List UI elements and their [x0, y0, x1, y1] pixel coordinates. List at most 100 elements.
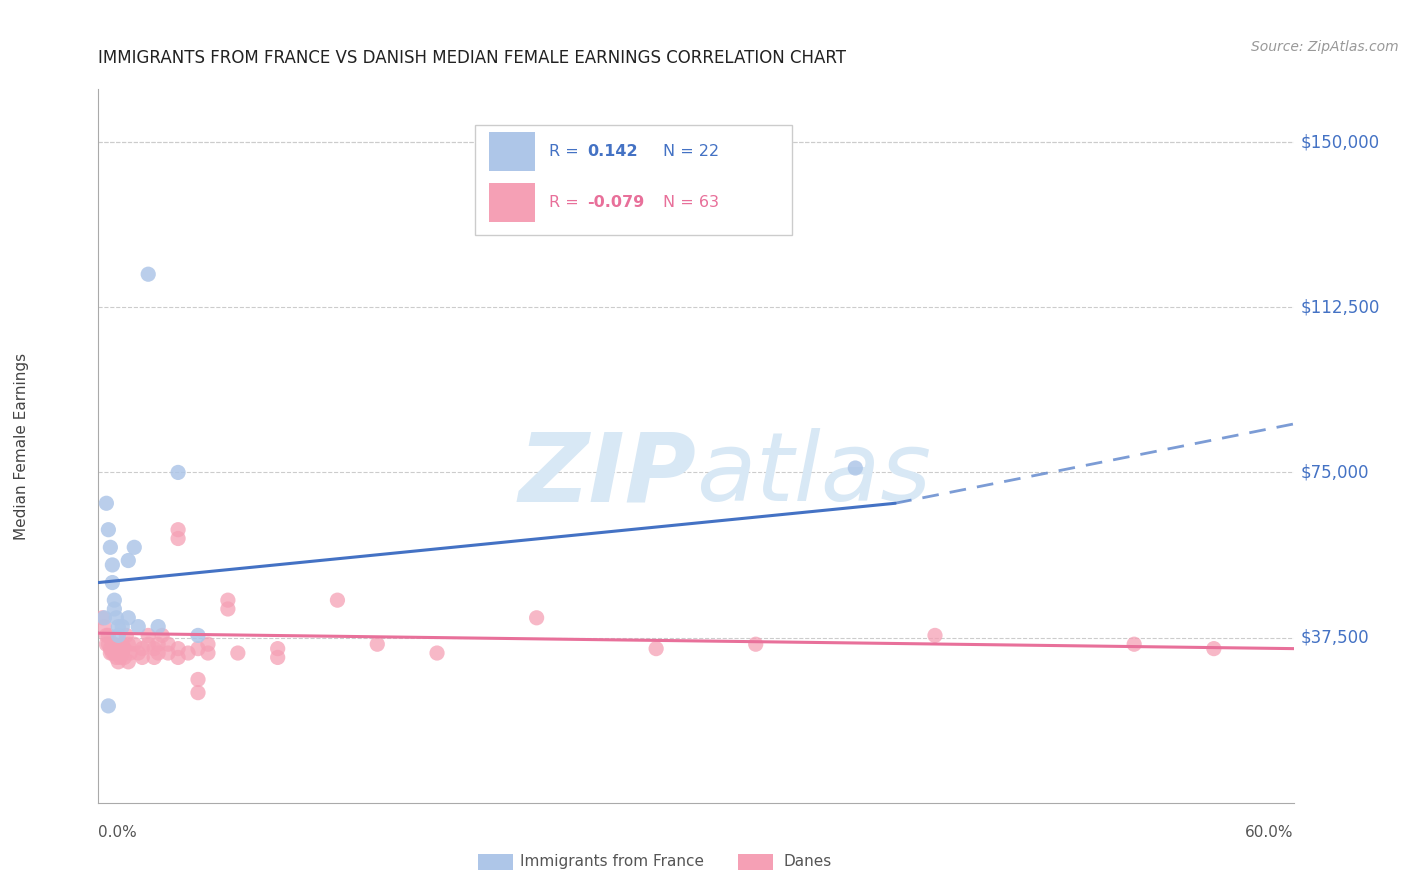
Point: [167, 523, 190, 537]
Point: [101, 575, 124, 590]
Point: [924, 628, 946, 642]
Text: Median Female Earnings: Median Female Earnings: [14, 352, 28, 540]
Point: [187, 673, 209, 687]
Point: [150, 628, 173, 642]
Text: R =: R =: [548, 195, 583, 211]
Point: [107, 655, 129, 669]
Point: [267, 641, 290, 656]
Text: $112,500: $112,500: [1301, 298, 1379, 317]
FancyBboxPatch shape: [475, 125, 792, 235]
Point: [167, 466, 190, 480]
Point: [91, 611, 114, 625]
Point: [197, 637, 219, 651]
Point: [326, 593, 349, 607]
Text: N = 63: N = 63: [662, 195, 718, 211]
Point: [197, 646, 219, 660]
Point: [97, 637, 120, 651]
Point: [107, 628, 129, 642]
Point: [124, 541, 146, 555]
Point: [107, 646, 129, 660]
Point: [96, 496, 118, 510]
Point: [93, 611, 115, 625]
Point: [117, 655, 139, 669]
Point: [148, 646, 170, 660]
Point: [143, 650, 166, 665]
Point: [105, 641, 128, 656]
Point: [98, 641, 122, 656]
Point: [96, 637, 118, 651]
Point: [187, 628, 209, 642]
Point: [110, 641, 132, 656]
Point: [117, 637, 139, 651]
Point: [117, 611, 139, 625]
Point: [157, 637, 180, 651]
Text: ZIP: ZIP: [517, 428, 696, 521]
Text: IMMIGRANTS FROM FRANCE VS DANISH MEDIAN FEMALE EARNINGS CORRELATION CHART: IMMIGRANTS FROM FRANCE VS DANISH MEDIAN …: [98, 49, 846, 67]
Point: [103, 602, 125, 616]
Point: [217, 593, 239, 607]
Text: R =: R =: [548, 145, 583, 159]
Text: 0.142: 0.142: [588, 145, 638, 159]
Point: [103, 637, 125, 651]
Text: Immigrants from France: Immigrants from France: [520, 855, 704, 869]
Point: [105, 611, 128, 625]
Point: [124, 637, 146, 651]
Point: [844, 461, 866, 475]
Point: [93, 619, 115, 633]
Point: [103, 593, 125, 607]
Point: [97, 698, 120, 713]
Point: [136, 637, 159, 651]
Point: [366, 637, 388, 651]
Point: [96, 628, 118, 642]
Point: [101, 637, 124, 651]
Point: [1123, 637, 1146, 651]
Text: $75,000: $75,000: [1301, 464, 1369, 482]
Point: [426, 646, 449, 660]
Point: [226, 646, 249, 660]
Point: [187, 686, 209, 700]
Point: [167, 641, 190, 656]
Point: [107, 619, 129, 633]
Text: Danes: Danes: [783, 855, 831, 869]
Point: [98, 646, 122, 660]
Point: [131, 641, 153, 656]
FancyBboxPatch shape: [489, 132, 534, 171]
Point: [127, 646, 149, 660]
FancyBboxPatch shape: [489, 183, 534, 222]
Point: [131, 650, 153, 665]
Point: [136, 628, 159, 642]
Point: [101, 646, 124, 660]
Point: [98, 541, 122, 555]
Point: [526, 611, 548, 625]
Point: [167, 532, 190, 546]
Text: 60.0%: 60.0%: [1246, 825, 1294, 840]
Point: [117, 553, 139, 567]
Point: [157, 646, 180, 660]
Point: [110, 650, 132, 665]
Point: [745, 637, 768, 651]
Text: atlas: atlas: [696, 428, 931, 521]
Point: [167, 650, 190, 665]
Point: [112, 641, 135, 656]
Point: [148, 637, 170, 651]
Text: N = 22: N = 22: [662, 145, 718, 159]
Text: -0.079: -0.079: [588, 195, 644, 211]
Point: [148, 619, 170, 633]
Point: [1202, 641, 1225, 656]
Point: [177, 646, 200, 660]
Point: [101, 558, 124, 572]
Point: [111, 619, 134, 633]
Point: [111, 646, 134, 660]
Point: [111, 637, 134, 651]
Text: 0.0%: 0.0%: [98, 825, 138, 840]
Point: [127, 619, 149, 633]
Point: [187, 641, 209, 656]
Point: [136, 267, 159, 281]
Point: [97, 523, 120, 537]
Point: [97, 628, 120, 642]
Text: $37,500: $37,500: [1301, 629, 1369, 647]
Point: [105, 650, 128, 665]
Point: [645, 641, 668, 656]
Point: [115, 628, 138, 642]
Text: $150,000: $150,000: [1301, 133, 1379, 151]
